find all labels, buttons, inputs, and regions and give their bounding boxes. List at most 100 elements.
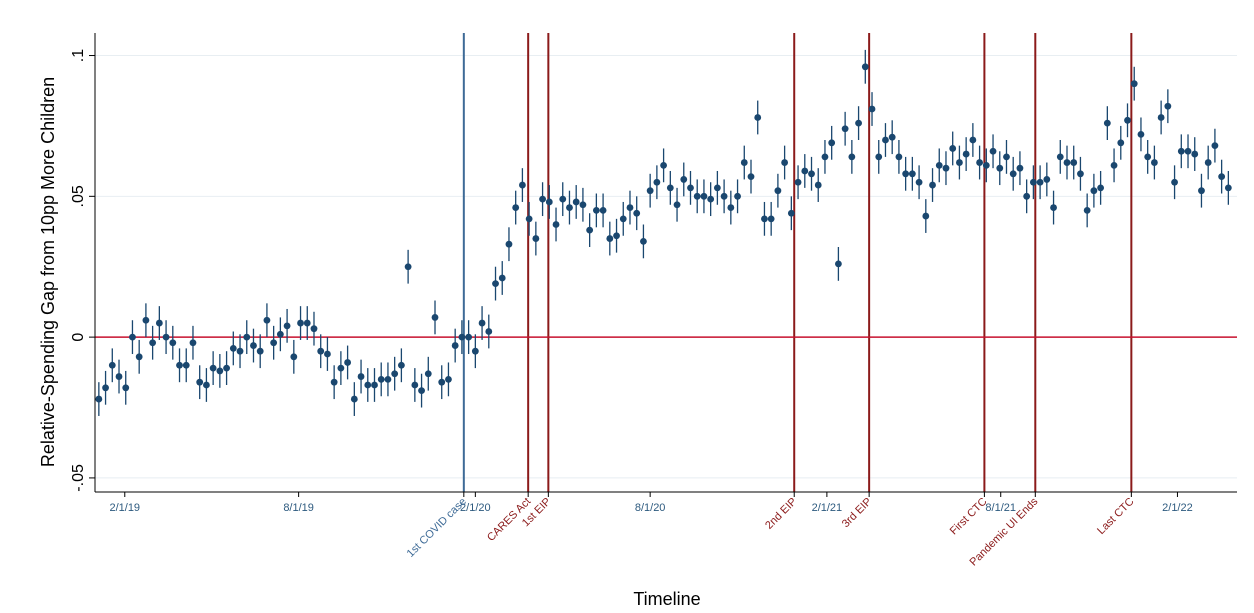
data-point — [1157, 114, 1165, 121]
data-point — [1023, 192, 1031, 200]
x-axis-title: Timeline — [633, 589, 700, 609]
y-tick-label: -.05 — [70, 464, 87, 492]
data-point — [996, 164, 1004, 172]
data-point — [613, 232, 620, 240]
x-tick-label: 2/1/22 — [1162, 502, 1193, 514]
data-point — [1050, 204, 1057, 211]
data-point — [902, 170, 910, 178]
data-point — [888, 133, 896, 141]
data-points — [95, 49, 1232, 416]
data-point — [108, 361, 116, 369]
data-point — [324, 350, 331, 358]
data-point — [1056, 153, 1064, 161]
data-point — [1090, 187, 1098, 195]
data-point — [640, 237, 647, 245]
data-point — [1036, 178, 1044, 186]
data-point — [1218, 173, 1226, 181]
data-point — [223, 364, 230, 372]
data-point — [821, 153, 829, 161]
data-point — [969, 136, 977, 144]
data-point — [908, 170, 916, 178]
data-point — [418, 387, 425, 395]
data-point — [787, 209, 795, 217]
data-point — [875, 153, 883, 161]
data-point — [303, 319, 311, 327]
data-point — [1144, 153, 1152, 161]
data-point — [962, 150, 970, 158]
data-point — [660, 161, 667, 169]
data-point — [1164, 102, 1172, 110]
data-point — [976, 159, 983, 166]
data-point — [424, 370, 432, 378]
data-point — [196, 378, 204, 386]
data-point — [1043, 176, 1051, 183]
data-point — [619, 215, 627, 223]
data-point — [653, 178, 661, 186]
data-point — [572, 198, 580, 206]
data-point — [189, 339, 197, 347]
data-point — [915, 178, 923, 186]
data-point — [586, 226, 594, 234]
gridlines — [95, 55, 1237, 479]
y-tick-label: .1 — [70, 49, 87, 62]
data-point — [142, 316, 150, 324]
data-point — [1003, 153, 1010, 161]
data-point — [814, 181, 822, 189]
data-point — [1097, 184, 1105, 192]
data-point — [431, 314, 439, 321]
event-label: First CTC — [948, 496, 990, 538]
data-point — [1009, 170, 1017, 178]
data-point — [532, 235, 540, 242]
data-point — [754, 114, 762, 121]
data-point — [539, 195, 546, 203]
data-point — [1184, 147, 1192, 155]
data-point — [740, 159, 748, 166]
data-point — [478, 319, 486, 327]
data-point — [579, 201, 587, 209]
data-point — [485, 328, 493, 335]
data-point — [599, 207, 607, 214]
event-label: 2nd EIP — [763, 496, 799, 532]
data-point — [209, 364, 217, 372]
data-point — [337, 364, 345, 372]
data-point — [552, 221, 560, 228]
data-point — [801, 167, 809, 175]
data-point — [471, 347, 479, 355]
data-point — [276, 330, 284, 338]
data-point — [290, 353, 298, 361]
data-point — [155, 319, 163, 327]
data-point — [505, 240, 513, 248]
data-point — [250, 342, 257, 349]
data-point — [1103, 119, 1111, 127]
data-point — [828, 139, 836, 147]
data-point — [256, 347, 264, 355]
data-point — [868, 105, 876, 113]
data-point — [882, 136, 889, 144]
data-point — [397, 361, 405, 369]
data-point — [1177, 147, 1185, 155]
data-point — [956, 159, 963, 166]
data-point — [519, 181, 526, 189]
data-point — [411, 381, 419, 389]
y-axis-title: Relative-Spending Gap from 10pp More Chi… — [38, 77, 58, 467]
data-point — [606, 235, 614, 242]
data-point — [680, 176, 688, 183]
data-point — [1150, 159, 1158, 166]
data-point — [149, 339, 157, 347]
data-point — [767, 215, 775, 223]
data-point — [1077, 170, 1084, 178]
data-point — [922, 212, 930, 220]
data-point — [465, 333, 473, 341]
data-point — [1063, 159, 1071, 166]
data-point — [673, 201, 681, 209]
data-point — [592, 207, 600, 214]
data-point — [1191, 150, 1199, 158]
x-tick-label: 8/1/19 — [283, 502, 314, 514]
data-point — [1016, 164, 1024, 172]
data-point — [989, 147, 997, 155]
x-tick-label: 8/1/20 — [635, 502, 666, 514]
data-point — [357, 373, 365, 380]
data-point — [1137, 130, 1145, 138]
data-point — [855, 119, 862, 127]
data-point — [835, 260, 842, 268]
